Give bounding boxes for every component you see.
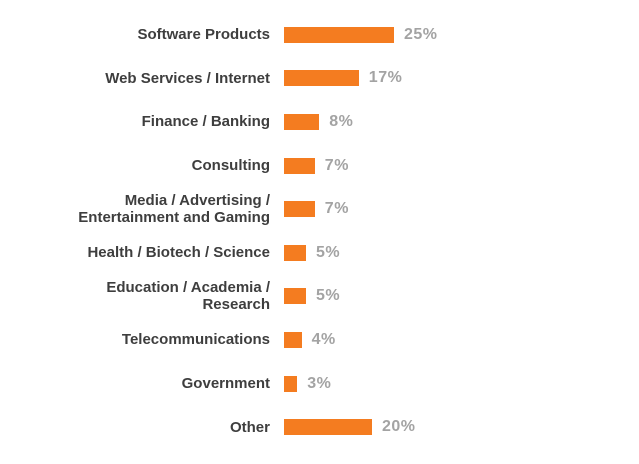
bar-area: 20% (284, 418, 416, 436)
value-label: 8% (329, 112, 354, 130)
bar-area: 3% (284, 375, 331, 393)
value-label: 17% (368, 69, 403, 87)
bar-area: 25% (284, 26, 438, 44)
value-label: 5% (316, 243, 341, 261)
category-label: Government (181, 374, 270, 392)
bar-area: 17% (284, 69, 402, 87)
bar (284, 288, 306, 305)
value-label: 25% (404, 25, 438, 43)
bar-row: Other 20% (0, 405, 639, 449)
category-label: Finance / Banking (141, 113, 270, 131)
category-label: Software Products (137, 26, 270, 44)
bar (284, 201, 315, 218)
bar-row: Finance / Banking 8% (0, 100, 639, 144)
bar-row: Software Products 25% (0, 13, 639, 57)
bar (284, 419, 372, 436)
category-label: Health / Biotech / Science (87, 244, 270, 262)
category-label: Consulting (191, 156, 270, 174)
bar-row: Telecommunications 4% (0, 318, 639, 362)
bar-row: Health / Biotech / Science 5% (0, 231, 639, 275)
category-label: Other (229, 418, 270, 436)
bar-row: Media / Advertising / Entertainment and … (0, 187, 639, 231)
value-label: 5% (316, 287, 341, 305)
value-label: 7% (324, 200, 349, 218)
category-label: Media / Advertising / Entertainment and … (78, 191, 270, 227)
bar-chart-rows: Software Products 25% Web Services / Int… (0, 13, 639, 449)
value-label: 4% (311, 330, 336, 348)
bar-row: Government 3% (0, 362, 639, 406)
bar-area: 4% (284, 331, 336, 349)
bar (284, 244, 306, 261)
category-label: Web Services / Internet (105, 69, 270, 87)
value-label: 7% (324, 156, 349, 174)
bar (284, 157, 315, 174)
category-label: Education / Academia / Research (106, 279, 270, 314)
bar (284, 375, 298, 392)
bar (284, 113, 320, 130)
bar-row: Education / Academia / Research 5% (0, 275, 639, 319)
bar-row: Web Services / Internet 17% (0, 57, 639, 101)
bar (284, 331, 302, 348)
bar-area: 7% (284, 200, 349, 218)
bar-area: 8% (284, 113, 353, 131)
bar-area: 7% (284, 157, 349, 175)
bar (284, 70, 359, 87)
value-label: 20% (382, 418, 416, 436)
category-label: Telecommunications (121, 331, 270, 349)
value-label: 3% (307, 374, 332, 392)
bar-area: 5% (284, 287, 340, 305)
bar (284, 26, 394, 43)
bar-row: Consulting 7% (0, 144, 639, 188)
bar-area: 5% (284, 244, 340, 262)
